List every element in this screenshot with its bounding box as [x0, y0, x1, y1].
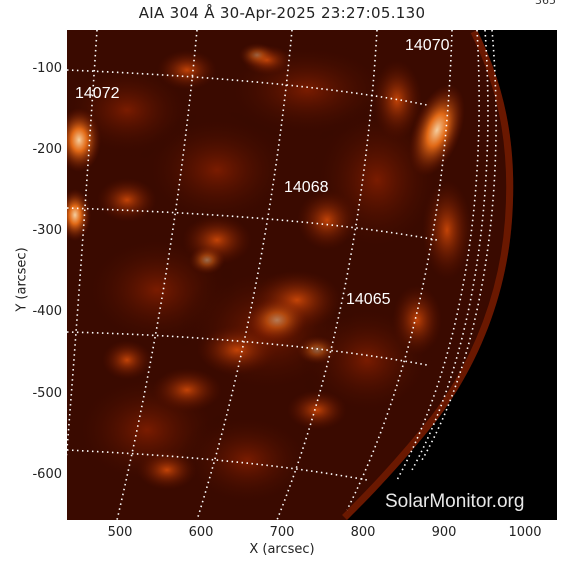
- region-label-14065: 14065: [346, 291, 391, 308]
- y-tick-label: -600: [32, 467, 62, 482]
- x-axis-title: X (arcsec): [249, 542, 315, 557]
- y-axis-title: Y (arcsec): [14, 247, 30, 312]
- x-tick-label: 1000: [508, 525, 542, 540]
- coordinate-grid: [67, 30, 497, 520]
- region-label-14070: 14070: [405, 37, 450, 54]
- plasma-texture: [67, 30, 514, 520]
- y-tick-label: -100: [32, 61, 62, 76]
- x-tick-label: 900: [431, 525, 457, 540]
- y-tick-label: -300: [32, 223, 62, 238]
- watermark: SolarMonitor.org: [385, 491, 524, 512]
- y-tick-label: -500: [32, 386, 62, 401]
- x-tick-label: 500: [107, 525, 133, 540]
- x-tick-label: 700: [269, 525, 295, 540]
- region-label-14072: 14072: [75, 85, 120, 102]
- corner-mark: 365: [535, 0, 556, 7]
- image-title: AIA 304 Å 30-Apr-2025 23:27:05.130: [138, 4, 426, 22]
- solar-image-svg: 14070 14072 14068 14065 SolarMonitor.org: [67, 30, 524, 520]
- y-tick-label: -200: [32, 142, 62, 157]
- solar-image: 14070 14072 14068 14065 SolarMonitor.org: [67, 30, 557, 520]
- region-label-14068: 14068: [284, 179, 329, 196]
- y-tick-label: -400: [32, 304, 62, 319]
- x-tick-label: 800: [350, 525, 376, 540]
- x-tick-label: 600: [188, 525, 214, 540]
